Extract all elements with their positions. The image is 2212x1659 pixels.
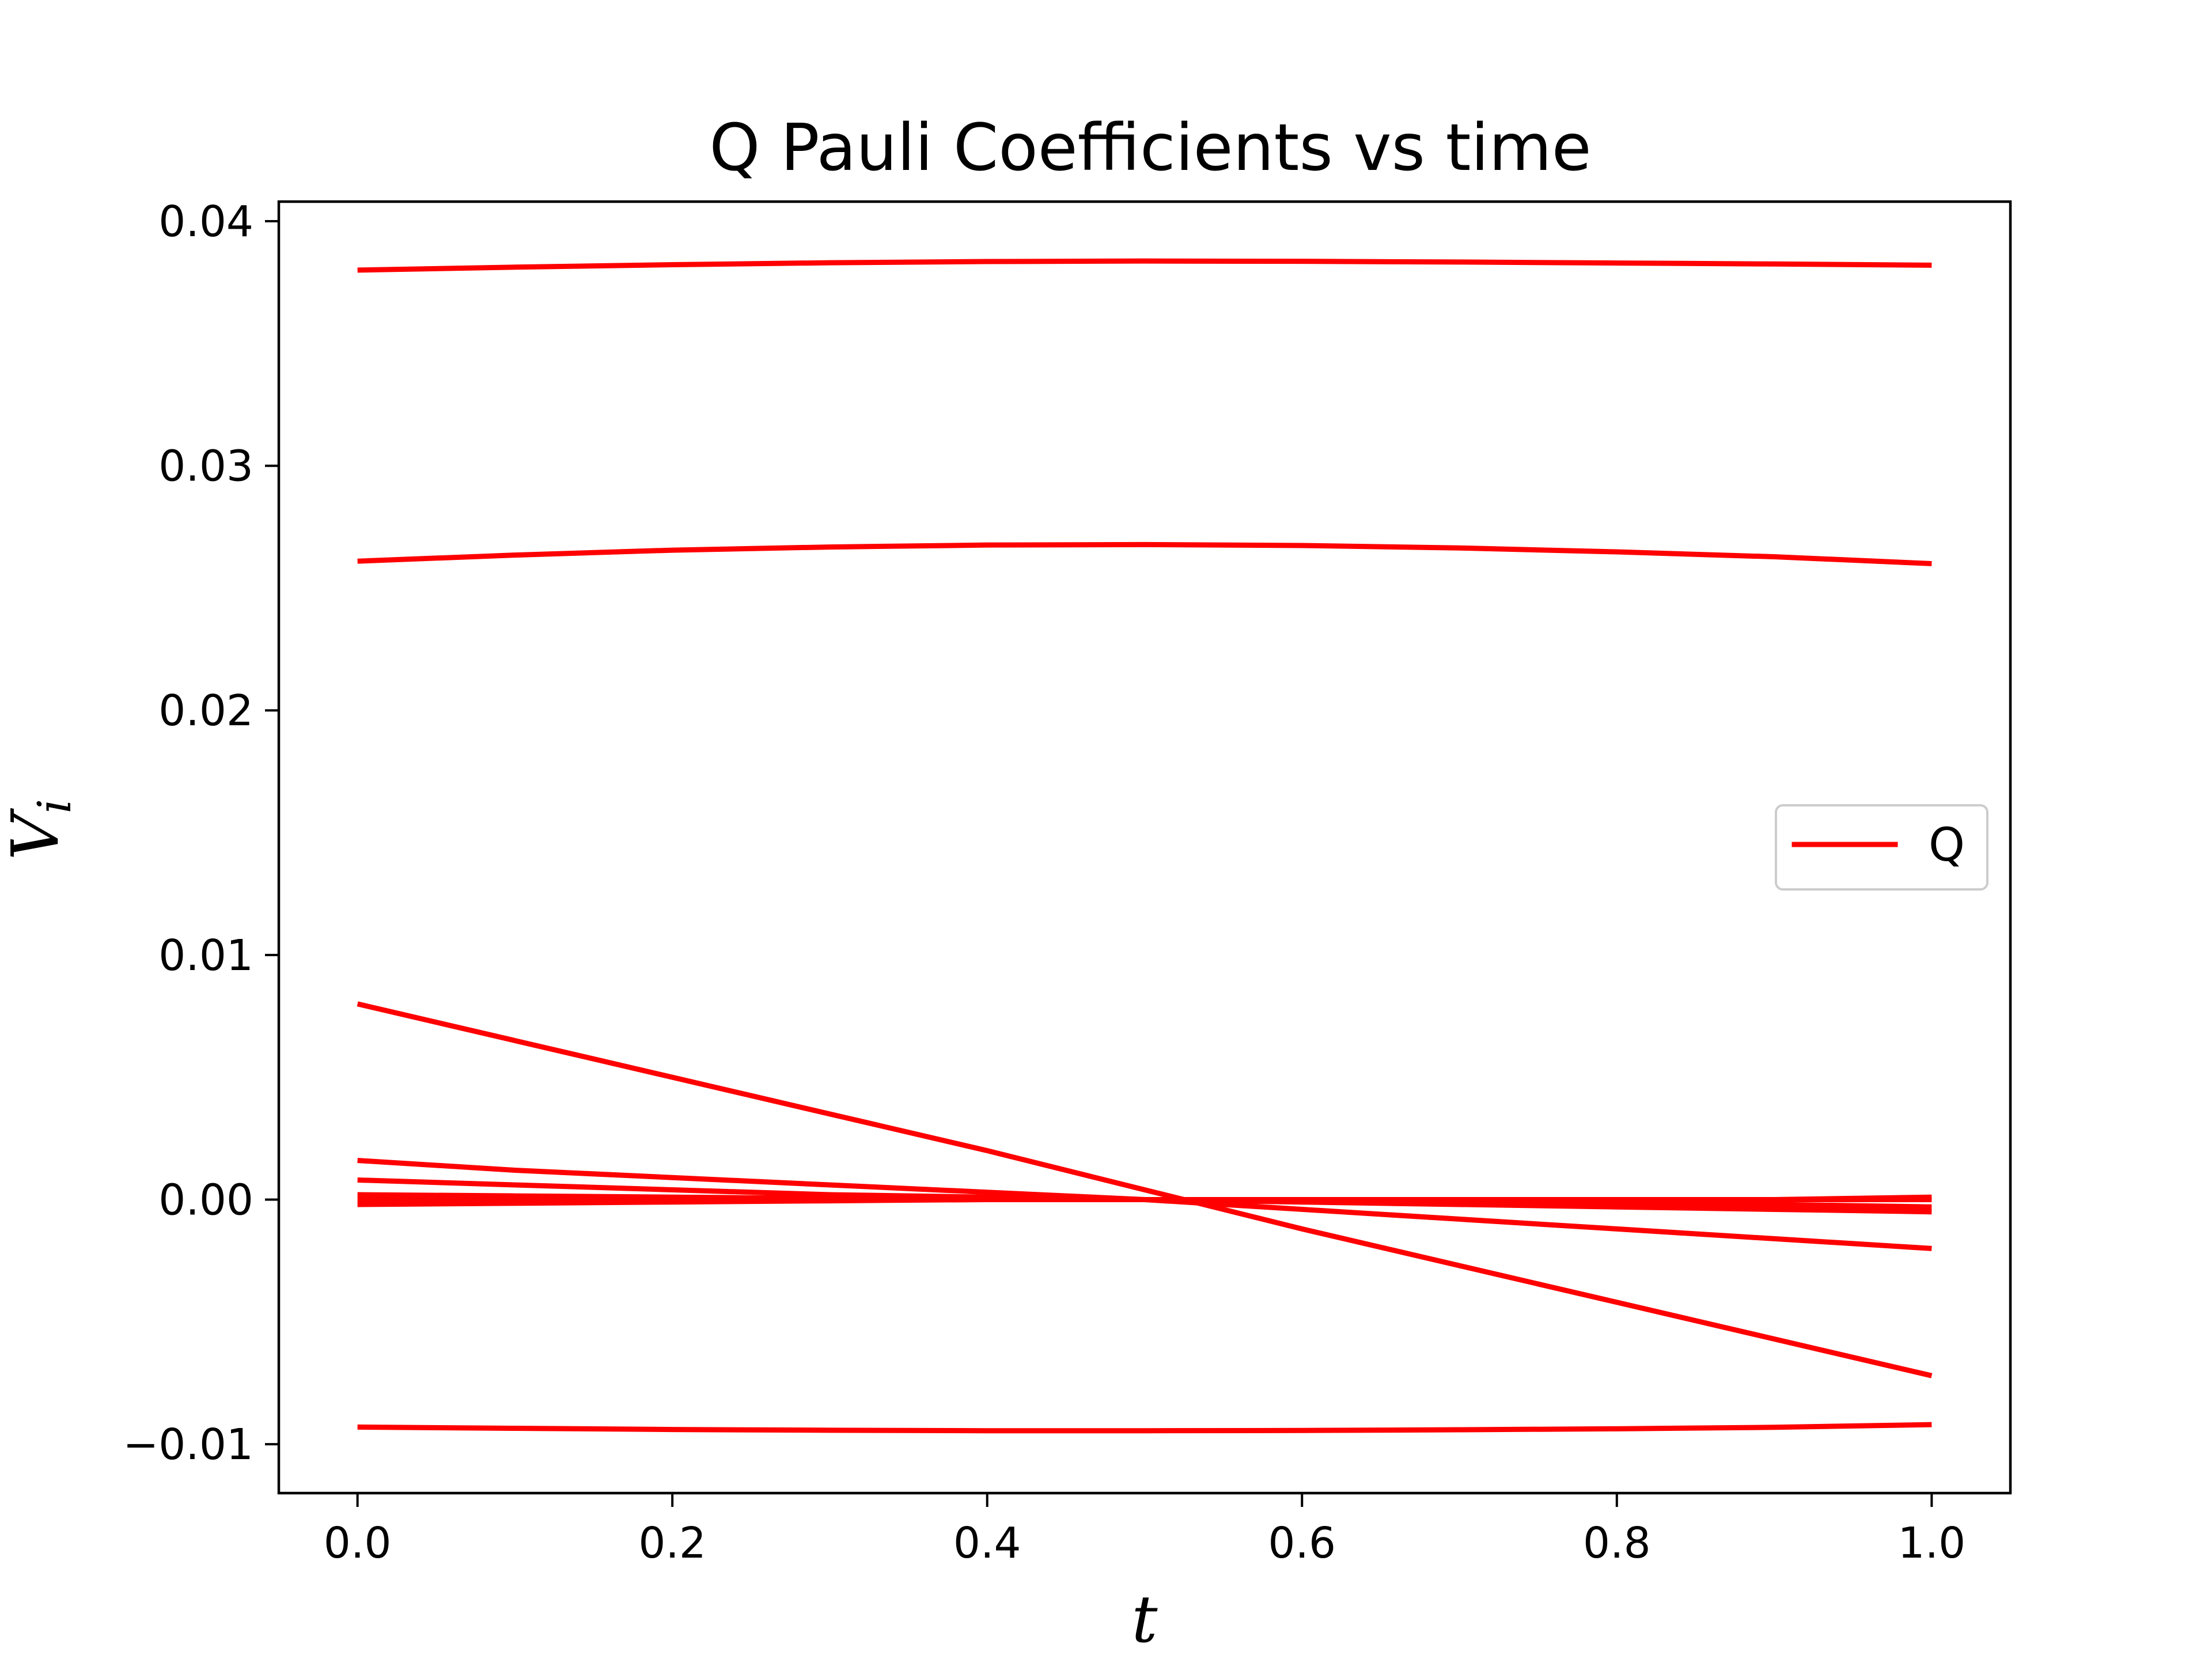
y-tick-label: 0.04 xyxy=(158,197,253,247)
series-line-2 xyxy=(357,541,1932,566)
series-line-1 xyxy=(357,258,1932,273)
legend[interactable]: Q xyxy=(1775,804,1988,891)
series-line-8 xyxy=(357,1194,1932,1207)
chart-title: Q Pauli Coefficients vs time xyxy=(709,111,1591,185)
legend-label: Q xyxy=(1929,818,1965,872)
series-layer xyxy=(357,258,1933,1434)
y-axis-ticks: −0.01 0.00 0.01 0.02 0.03 0.04 xyxy=(123,197,279,1469)
y-tick-label: 0.00 xyxy=(158,1175,253,1225)
x-tick-label: 0.6 xyxy=(1268,1518,1336,1568)
series-line-9 xyxy=(357,1422,1932,1434)
x-axis-ticks: 0.0 0.2 0.4 0.6 0.8 1.0 xyxy=(324,1493,1965,1568)
plot-frame xyxy=(277,200,2012,1495)
y-tick-label: 0.01 xyxy=(158,931,253,980)
x-tick-label: 1.0 xyxy=(1898,1518,1966,1568)
y-tick-label: 0.02 xyxy=(158,686,253,736)
x-tick-label: 0.8 xyxy=(1583,1518,1651,1568)
y-tick-label: 0.03 xyxy=(158,442,253,491)
legend-box xyxy=(1775,804,1988,891)
y-axis-label-main: V xyxy=(0,808,73,860)
y-axis-label-subscript: i xyxy=(28,799,81,814)
x-axis-label: t xyxy=(1131,1582,1158,1657)
y-axis-label: Vi xyxy=(0,799,81,860)
x-tick-label: 0.0 xyxy=(324,1518,392,1568)
y-tick-label: −0.01 xyxy=(123,1420,253,1469)
x-tick-label: 0.2 xyxy=(638,1518,706,1568)
x-tick-label: 0.4 xyxy=(953,1518,1021,1568)
series-line-3 xyxy=(357,1001,1933,1378)
